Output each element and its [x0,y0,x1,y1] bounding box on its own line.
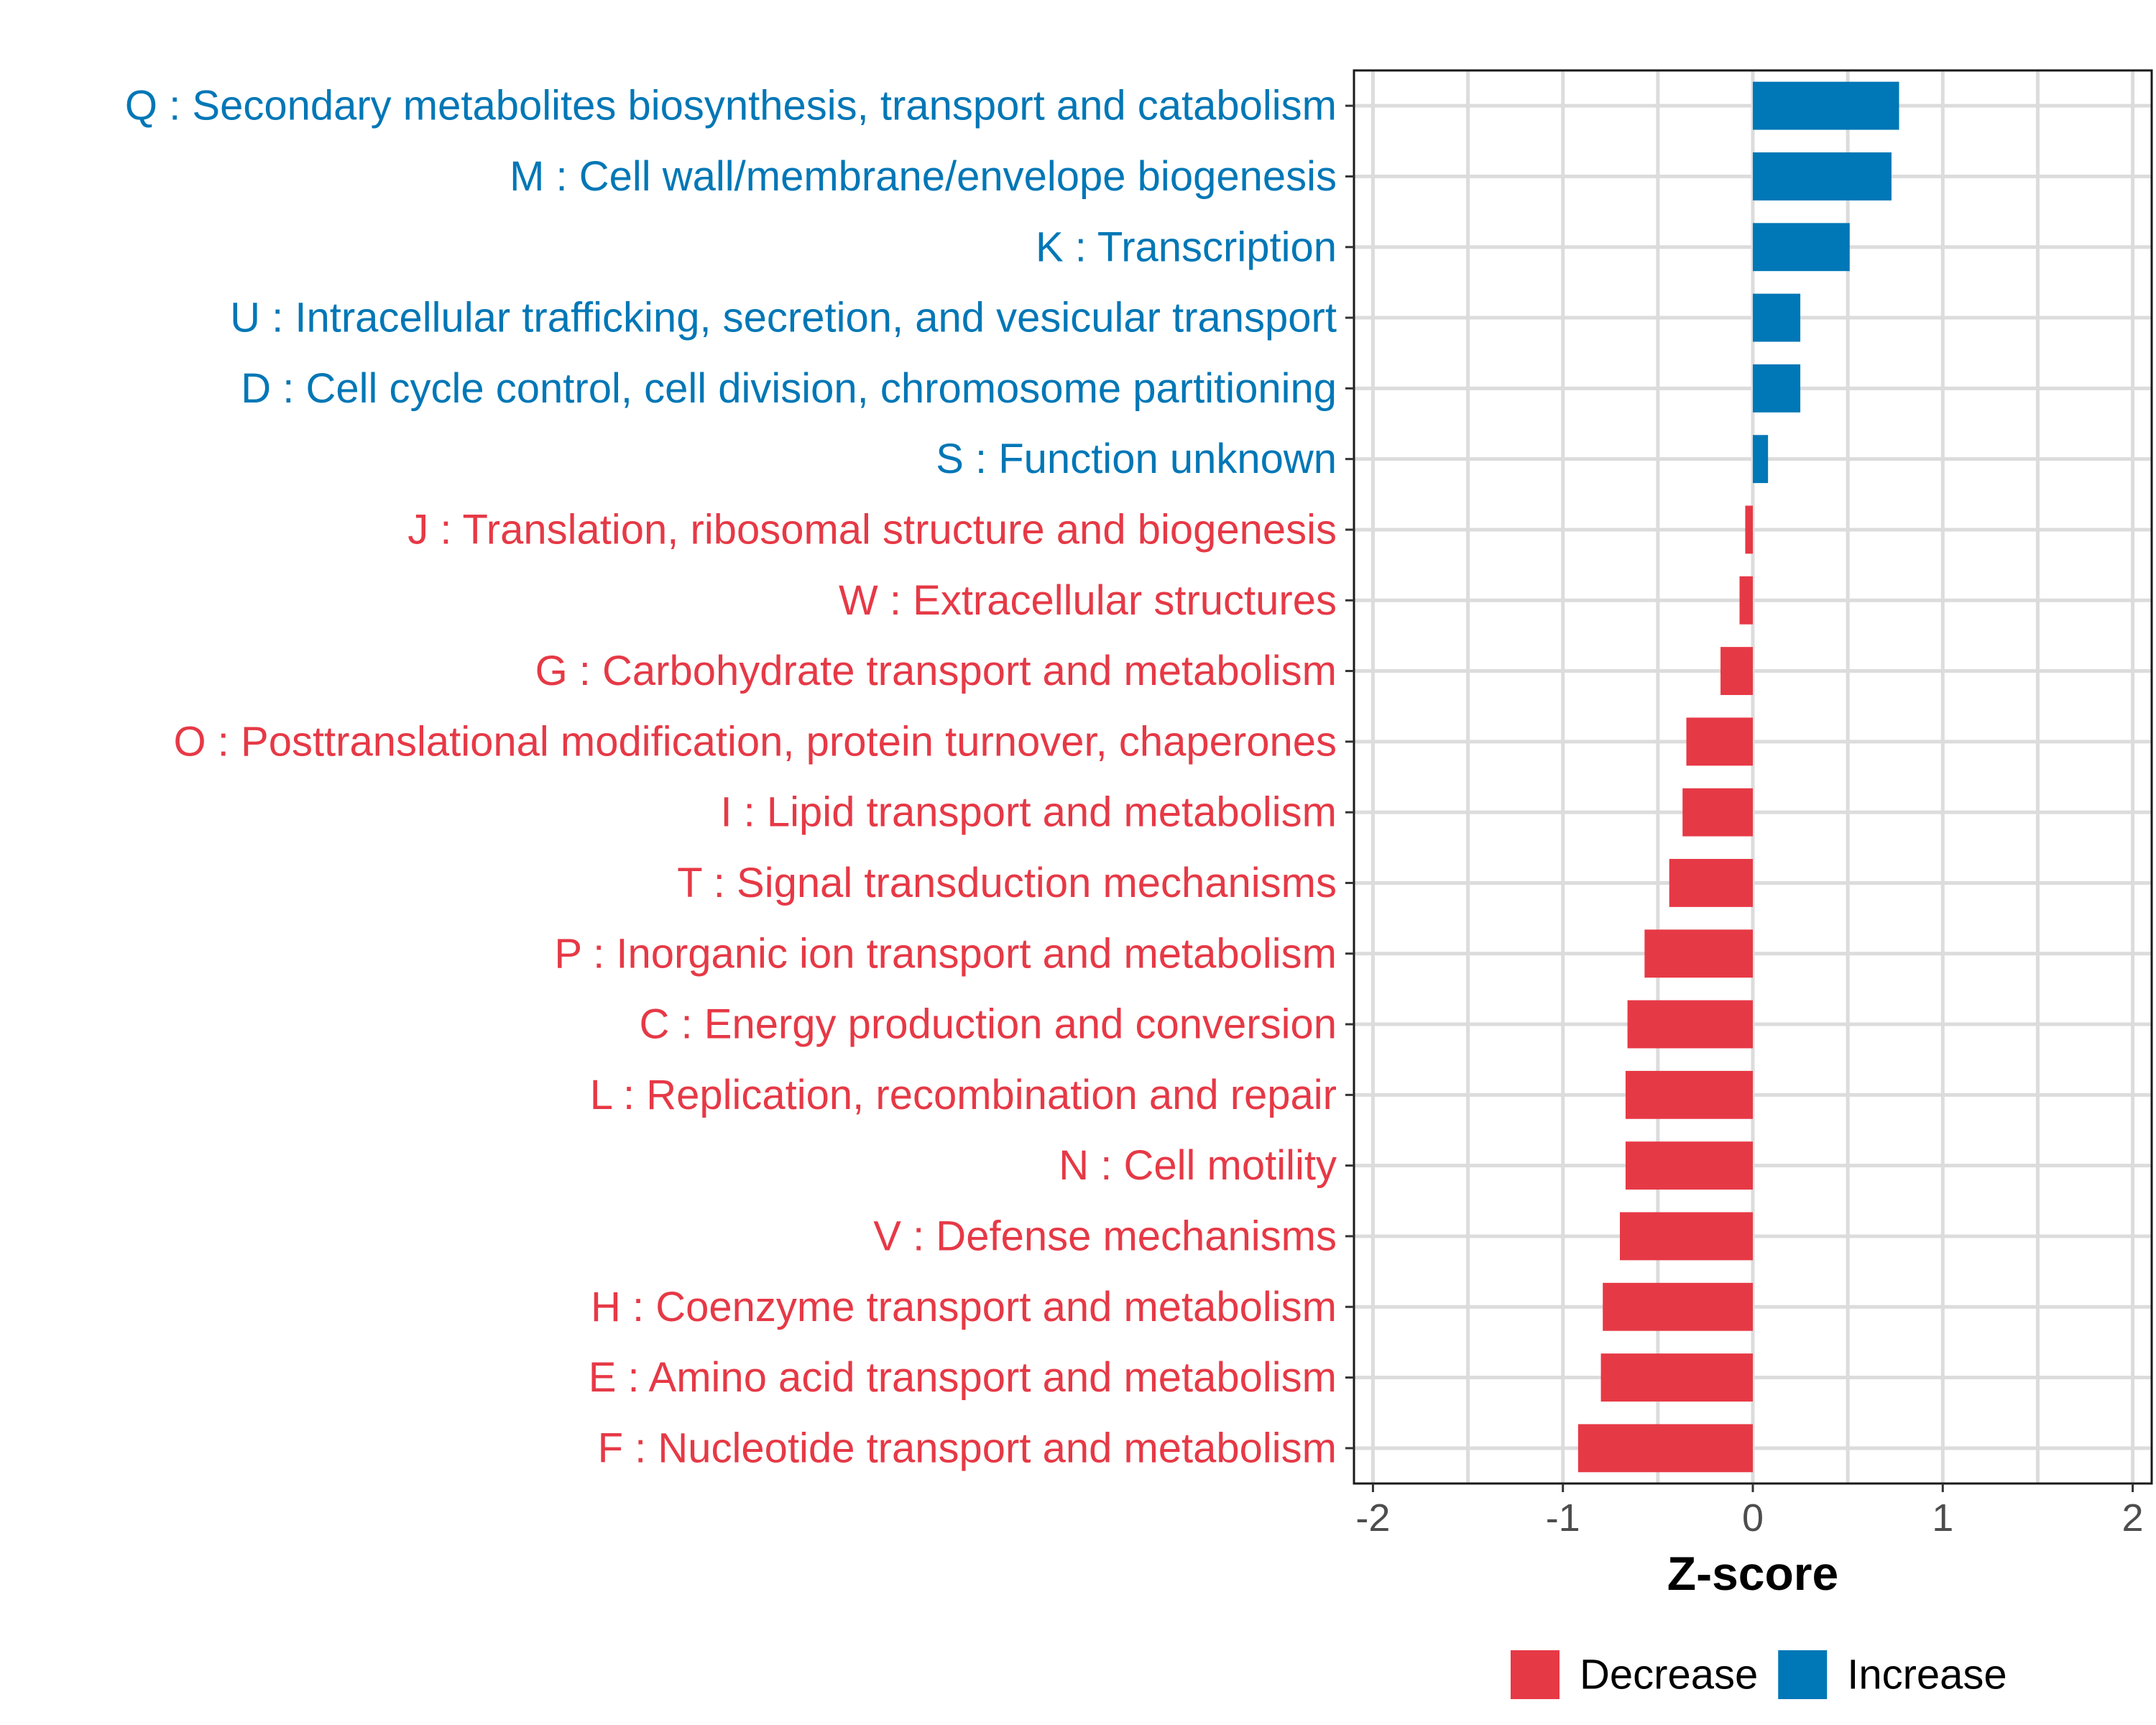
category-label: S : Function unknown [936,436,1337,482]
x-tick-label: -1 [1546,1496,1580,1540]
bar-o [1686,717,1753,766]
legend-swatch-decrease [1511,1650,1560,1699]
category-label: P : Inorganic ion transport and metaboli… [554,930,1337,977]
x-axis-title: Z-score [1667,1547,1838,1600]
bar-k [1753,223,1850,272]
bar-f [1577,1424,1753,1473]
bar-l [1625,1070,1753,1119]
bar-v [1620,1212,1753,1261]
category-label: E : Amino acid transport and metabolism [589,1354,1337,1401]
category-label: F : Nucleotide transport and metabolism [598,1425,1337,1471]
category-label: O : Posttranslational modification, prot… [174,718,1337,765]
category-label: D : Cell cycle control, cell division, c… [241,365,1337,412]
category-label: L : Replication, recombination and repai… [590,1072,1337,1118]
bar-t [1669,859,1753,907]
bar-u [1753,293,1801,342]
category-label: K : Transcription [1036,224,1337,270]
legend-label-increase: Increase [1847,1652,2007,1698]
category-label: W : Extracellular structures [839,577,1337,624]
bar-q [1753,81,1899,130]
x-tick-label: 2 [2122,1496,2144,1540]
category-label: Q : Secondary metabolites biosynthesis, … [125,83,1337,129]
x-tick-label: 0 [1742,1496,1764,1540]
x-tick-label: 1 [1932,1496,1953,1540]
bar-i [1682,788,1753,837]
x-axis-ticks: -2 -1 0 1 2 [1355,1484,2144,1540]
grid-lines [1354,70,2152,1484]
category-label: M : Cell wall/membrane/envelope biogenes… [510,153,1337,200]
bar-e [1600,1353,1753,1402]
y-axis-ticks [1345,104,1354,1450]
bar-s [1753,435,1769,484]
bar-m [1753,152,1892,201]
bar-w [1739,576,1753,625]
bar-p [1644,929,1753,978]
category-label: T : Signal transduction mechanisms [677,860,1337,906]
category-label: H : Coenzyme transport and metabolism [591,1284,1337,1330]
bars [1577,81,1899,1473]
bar-h [1603,1282,1753,1331]
category-label: I : Lipid transport and metabolism [720,789,1337,836]
legend: Decrease Increase [1511,1650,2007,1699]
x-tick-label: -2 [1355,1496,1390,1540]
category-label: U : Intracellular trafficking, secretion… [230,295,1337,341]
bar-g [1720,647,1753,695]
category-label: G : Carbohydrate transport and metabolis… [535,648,1337,694]
legend-swatch-increase [1778,1650,1828,1699]
bar-n [1625,1141,1753,1190]
category-label: C : Energy production and conversion [640,1001,1337,1048]
category-label: V : Defense mechanisms [873,1213,1337,1259]
bar-j [1745,505,1753,554]
category-label: N : Cell motility [1059,1142,1337,1189]
category-label: J : Translation, ribosomal structure and… [407,506,1337,553]
bar-c [1627,1000,1753,1049]
bar-d [1753,364,1801,413]
y-axis-labels: Q : Secondary metabolites biosynthesis, … [125,83,1337,1472]
legend-label-decrease: Decrease [1580,1652,1758,1698]
